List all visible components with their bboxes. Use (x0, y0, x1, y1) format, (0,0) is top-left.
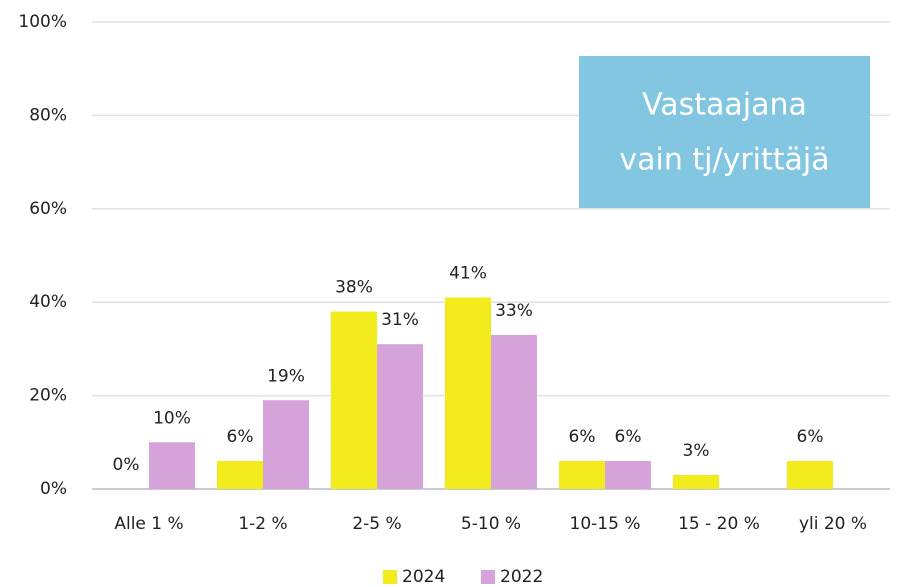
data-label: 6% (797, 427, 824, 447)
legend-label: 2024 (402, 567, 445, 587)
data-label: 0% (113, 455, 140, 475)
bar (331, 311, 377, 489)
y-tick-label: 100% (18, 12, 67, 32)
annotation-text: Vastaajana (642, 88, 807, 123)
x-tick-label: yli 20 % (799, 514, 867, 534)
x-tick-label: 1-2 % (238, 514, 287, 534)
data-label: 19% (267, 366, 305, 386)
bar (787, 460, 833, 489)
bar (377, 344, 423, 489)
y-tick-label: 40% (29, 292, 67, 312)
annotation-text: vain tj/yrittäjä (619, 143, 829, 178)
data-label: 10% (153, 408, 191, 428)
bar (445, 297, 491, 489)
bar (559, 460, 605, 489)
bar (149, 442, 195, 489)
x-tick-label: 2-5 % (352, 514, 401, 534)
data-label: 3% (683, 441, 710, 461)
annotation-box (579, 56, 870, 208)
x-tick-label: 5-10 % (461, 514, 521, 534)
y-tick-label: 80% (29, 105, 67, 125)
data-label: 6% (615, 427, 642, 447)
bar (263, 400, 309, 489)
x-tick-label: Alle 1 % (114, 514, 183, 534)
legend-swatch (481, 570, 495, 584)
data-label: 33% (495, 301, 533, 321)
y-tick-label: 0% (40, 479, 67, 499)
bar (605, 460, 651, 489)
legend-swatch (383, 570, 397, 584)
y-tick-label: 60% (29, 199, 67, 219)
legend-label: 2022 (500, 567, 543, 587)
data-label: 6% (227, 427, 254, 447)
data-label: 6% (569, 427, 596, 447)
data-label: 31% (381, 310, 419, 330)
x-tick-label: 15 - 20 % (678, 514, 760, 534)
bar (491, 334, 537, 489)
data-label: 38% (335, 278, 373, 298)
bar (217, 460, 263, 489)
y-tick-label: 20% (29, 386, 67, 406)
data-label: 41% (449, 264, 487, 284)
bar (673, 474, 719, 489)
x-tick-label: 10-15 % (570, 514, 641, 534)
